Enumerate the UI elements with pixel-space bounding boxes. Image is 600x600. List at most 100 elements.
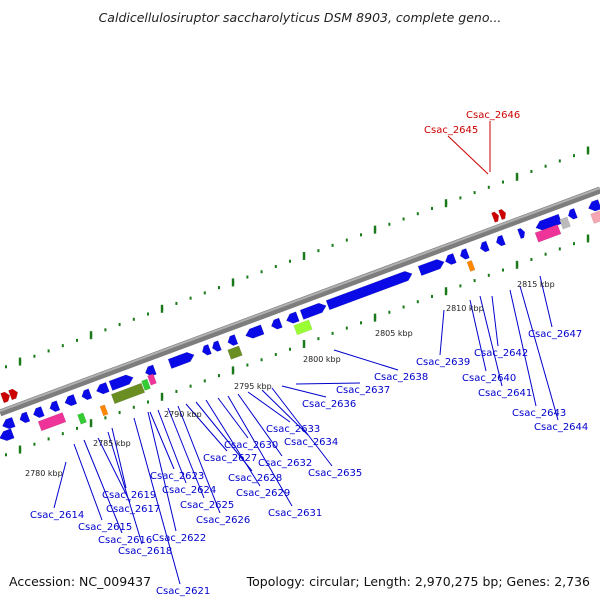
- gene-shape[interactable]: [325, 269, 414, 311]
- gene-label-csac-2627[interactable]: Csac_2627: [203, 453, 257, 464]
- gene-blue[interactable]: [459, 248, 470, 260]
- gene-blue[interactable]: [1, 416, 16, 431]
- gene-blue[interactable]: [444, 252, 457, 266]
- gene-blue[interactable]: [108, 373, 135, 391]
- gene-csac-2645[interactable]: [491, 211, 500, 223]
- gene-red[interactable]: [0, 391, 12, 404]
- gene-label-csac-2617[interactable]: Csac_2617: [106, 504, 160, 515]
- gene-shape[interactable]: [18, 411, 31, 425]
- gene-blue[interactable]: [270, 317, 283, 331]
- gene-labels[interactable]: Csac_2614Csac_2615Csac_2616Csac_2617Csac…: [30, 110, 588, 597]
- gene-label-csac-2614[interactable]: Csac_2614: [30, 510, 84, 521]
- gene-blue[interactable]: [517, 227, 526, 240]
- gene-shape[interactable]: [77, 412, 87, 425]
- gene-light-pink[interactable]: [590, 210, 600, 224]
- gene-blue[interactable]: [80, 388, 93, 402]
- gene-shape[interactable]: [479, 240, 490, 253]
- gene-shape[interactable]: [244, 324, 265, 341]
- gene-shape[interactable]: [32, 406, 45, 419]
- gene-label-csac-2644[interactable]: Csac_2644: [534, 422, 588, 433]
- gene-pink[interactable]: [534, 224, 562, 243]
- gene-blue[interactable]: [48, 400, 61, 414]
- gene-label-csac-2643[interactable]: Csac_2643: [512, 408, 566, 419]
- gene-shape[interactable]: [0, 428, 15, 443]
- gene-shape[interactable]: [211, 340, 222, 353]
- gene-shape[interactable]: [99, 404, 109, 417]
- gene-shape[interactable]: [444, 252, 457, 266]
- gene-label-csac-2640[interactable]: Csac_2640: [462, 373, 516, 384]
- gene-blue[interactable]: [63, 394, 78, 407]
- gene-olive[interactable]: [110, 382, 146, 405]
- gene-orange[interactable]: [466, 260, 476, 272]
- gene-shape[interactable]: [80, 388, 93, 402]
- gene-label-csac-2624[interactable]: Csac_2624: [162, 485, 216, 496]
- gene-blue[interactable]: [144, 364, 157, 378]
- gene-shape[interactable]: [227, 345, 243, 360]
- gene-blue[interactable]: [495, 234, 506, 247]
- gene-orange[interactable]: [99, 404, 109, 417]
- gene-shape[interactable]: [201, 344, 212, 356]
- gene-blue[interactable]: [226, 334, 239, 348]
- gene-blue[interactable]: [325, 269, 414, 311]
- gene-label-csac-2637[interactable]: Csac_2637: [336, 385, 390, 396]
- gene-label-csac-2645[interactable]: Csac_2645: [424, 125, 478, 136]
- gene-label-csac-2630[interactable]: Csac_2630: [224, 440, 278, 451]
- gene-grey[interactable]: [559, 216, 571, 230]
- gene-shape[interactable]: [110, 382, 146, 405]
- gene-label-csac-2625[interactable]: Csac_2625: [180, 500, 234, 511]
- gene-shape[interactable]: [167, 350, 196, 369]
- gene-blue[interactable]: [95, 381, 110, 396]
- gene-blue[interactable]: [587, 199, 600, 213]
- gene-blue[interactable]: [211, 340, 222, 353]
- gene-label-csac-2638[interactable]: Csac_2638: [374, 372, 428, 383]
- gene-label-csac-2635[interactable]: Csac_2635: [308, 468, 362, 479]
- gene-shape[interactable]: [226, 334, 239, 348]
- gene-blue[interactable]: [417, 257, 446, 276]
- gene-label-csac-2623[interactable]: Csac_2623: [150, 471, 204, 482]
- gene-label-csac-2621[interactable]: Csac_2621: [156, 586, 210, 597]
- gene-blue[interactable]: [299, 301, 328, 320]
- gene-shape[interactable]: [48, 400, 61, 414]
- gene-label-csac-2636[interactable]: Csac_2636: [302, 399, 356, 410]
- gene-blue[interactable]: [201, 344, 212, 356]
- gene-label-csac-2639[interactable]: Csac_2639: [416, 357, 470, 368]
- gene-blue[interactable]: [32, 406, 45, 419]
- gene-shape[interactable]: [590, 210, 600, 224]
- gene-shape[interactable]: [559, 216, 571, 230]
- gene-label-csac-2616[interactable]: Csac_2616: [98, 535, 152, 546]
- gene-shape[interactable]: [147, 373, 157, 386]
- gene-pink[interactable]: [147, 373, 157, 386]
- gene-shape[interactable]: [8, 388, 20, 401]
- gene-label-csac-2642[interactable]: Csac_2642: [474, 348, 528, 359]
- gene-shape[interactable]: [495, 234, 506, 247]
- gene-label-csac-2619[interactable]: Csac_2619: [102, 490, 156, 501]
- gene-shape[interactable]: [37, 412, 67, 432]
- gene-shape[interactable]: [517, 227, 526, 240]
- gene-shape[interactable]: [270, 317, 283, 331]
- gene-shape[interactable]: [0, 391, 12, 404]
- gene-olive[interactable]: [227, 345, 243, 360]
- gene-shape[interactable]: [95, 381, 110, 396]
- gene-shape[interactable]: [567, 208, 578, 220]
- gene-label-csac-2632[interactable]: Csac_2632: [258, 458, 312, 469]
- gene-label-csac-2631[interactable]: Csac_2631: [268, 508, 322, 519]
- gene-label-csac-2626[interactable]: Csac_2626: [196, 515, 250, 526]
- gene-shape[interactable]: [141, 378, 151, 391]
- gene-label-csac-2647[interactable]: Csac_2647: [528, 329, 582, 340]
- gene-shape[interactable]: [293, 319, 313, 336]
- gene-shape[interactable]: [498, 208, 507, 221]
- gene-csac-2646[interactable]: [498, 208, 507, 221]
- gene-blue[interactable]: [18, 411, 31, 425]
- gene-shape[interactable]: [459, 248, 470, 260]
- gene-blue[interactable]: [567, 208, 578, 220]
- gene-label-csac-2615[interactable]: Csac_2615: [78, 522, 132, 533]
- gene-blue[interactable]: [244, 324, 265, 341]
- gene-shape[interactable]: [144, 364, 157, 378]
- gene-green[interactable]: [141, 378, 151, 391]
- gene-shape[interactable]: [285, 311, 300, 326]
- gene-shape[interactable]: [466, 260, 476, 272]
- gene-blue[interactable]: [285, 311, 300, 326]
- gene-light-green[interactable]: [293, 319, 313, 336]
- gene-shape[interactable]: [1, 416, 16, 431]
